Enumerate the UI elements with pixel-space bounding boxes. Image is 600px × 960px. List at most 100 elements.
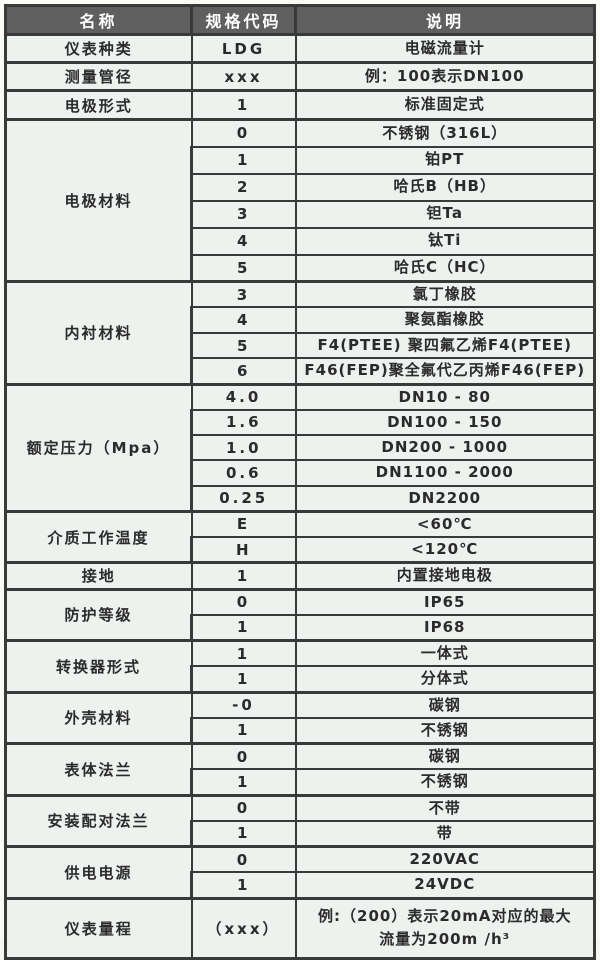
spec-code-cell: 1 xyxy=(190,145,297,175)
spec-desc-cell: 钽Ta xyxy=(294,199,596,229)
spec-code-cell: H xyxy=(190,536,297,564)
spec-name-cell: 表体法兰 xyxy=(4,742,193,796)
spec-code-cell: 1 xyxy=(190,639,297,668)
spec-desc-cell: DN100 - 150 xyxy=(294,408,596,437)
table-row: 5 哈氏C（HC） xyxy=(6,253,596,283)
spec-code-cell: 5 xyxy=(190,331,297,360)
column-header: 规格代码 xyxy=(190,4,297,36)
spec-code-cell: 4.0 xyxy=(190,382,297,411)
spec-code-cell: -0 xyxy=(190,690,297,719)
table-row: 仪表量程 （xxx） 例:（200）表示20mA对应的最大 流量为200m /h³ xyxy=(4,896,596,960)
table-row: 1 IP68 xyxy=(6,613,596,642)
spec-desc-cell: 氯丁橡胶 xyxy=(294,280,596,309)
spec-code-cell: （xxx） xyxy=(190,896,297,960)
spec-desc-cell: 例：100表示DN100 xyxy=(294,61,596,92)
table-row: 额定压力（Mpa） 4.0 DN10 - 80 xyxy=(4,382,596,513)
spec-desc-cell: 不带 xyxy=(294,793,596,822)
spec-desc-cell: 分体式 xyxy=(294,665,596,693)
spec-code-cell: 1 xyxy=(190,613,297,642)
table-row: 防护等级 0 IP65 xyxy=(4,587,596,642)
table-row: 1 铂PT xyxy=(6,145,596,175)
spec-code-cell: 0 xyxy=(190,118,297,148)
table-row: 介质工作温度 E <60℃ xyxy=(4,509,596,564)
spec-code-cell: 1 xyxy=(190,716,297,745)
spec-code-cell: 0 xyxy=(190,845,297,874)
spec-code-cell: 0 xyxy=(190,793,297,822)
spec-code-cell: E xyxy=(190,509,297,538)
table-row: 外壳材料 -0 碳钢 xyxy=(4,690,596,745)
spec-desc-cell: F4(PTEE) 聚四氟乙烯F4(PTEE) xyxy=(294,331,596,360)
spec-code-cell: 6 xyxy=(190,357,297,385)
spec-code-cell: 0.6 xyxy=(190,459,297,487)
table-row: 接地 1 内置接地电极 xyxy=(4,561,596,591)
spec-desc-cell: 标准固定式 xyxy=(294,89,596,121)
spec-code-cell: 1.0 xyxy=(190,433,297,462)
spec-desc-cell: 铂PT xyxy=(294,145,596,175)
spec-desc-cell: 一体式 xyxy=(294,639,596,668)
spec-code-cell: 1 xyxy=(190,819,297,848)
spec-name-cell: 内衬材料 xyxy=(4,280,193,385)
spec-desc-cell: <120℃ xyxy=(294,536,596,564)
spec-desc-cell: 24VDC xyxy=(294,871,596,899)
spec-desc-cell: DN2200 xyxy=(294,484,596,513)
spec-code-cell: xxx xyxy=(190,61,297,92)
spec-code-cell: 3 xyxy=(190,280,297,309)
spec-sheet-page: 名称 规格代码 说明 仪表种类 LDG 电磁流量计 测量管径 xxx 例：100表示DN100… xyxy=(4,4,596,960)
table-row: 表体法兰 0 碳钢 xyxy=(4,742,596,796)
table-row: 4 钛Ti xyxy=(6,226,596,256)
table-row: 仪表种类 LDG 电磁流量计 xyxy=(4,33,596,64)
spec-code-cell: 1.6 xyxy=(190,408,297,437)
spec-code-cell: 1 xyxy=(190,665,297,693)
spec-code-cell: 1 xyxy=(190,561,297,591)
spec-code-cell: LDG xyxy=(190,33,297,64)
spec-desc-cell: DN200 - 1000 xyxy=(294,433,596,462)
spec-desc-cell: 钛Ti xyxy=(294,226,596,256)
spec-code-cell: 1 xyxy=(190,768,297,796)
spec-desc-cell: 哈氏B（HB） xyxy=(294,172,596,202)
table-row: 1 分体式 xyxy=(6,665,596,693)
spec-desc-cell: DN10 - 80 xyxy=(294,382,596,411)
table-row: 转换器形式 1 一体式 xyxy=(4,639,596,693)
spec-desc-cell: 不锈钢 xyxy=(294,716,596,745)
table-row: 测量管径 xxx 例：100表示DN100 xyxy=(4,61,596,92)
spec-code-cell: 0 xyxy=(190,742,297,771)
table-row: 1.0 DN200 - 1000 xyxy=(6,433,596,462)
spec-code-cell: 1 xyxy=(190,89,297,121)
spec-desc-cell: F46(FEP)聚全氟代乙丙烯F46(FEP) xyxy=(294,357,596,385)
spec-desc-cell: <60℃ xyxy=(294,509,596,538)
table-row: 供电电源 0 220VAC xyxy=(4,845,596,899)
spec-code-cell: 0.25 xyxy=(190,484,297,513)
spec-name-cell: 测量管径 xyxy=(4,61,193,92)
table-row: 0.6 DN1100 - 2000 xyxy=(6,459,596,487)
spec-desc-cell: DN1100 - 2000 xyxy=(294,459,596,487)
table-row: 电极材料 0 不锈钢（316L） xyxy=(4,118,596,283)
table-row: 1.6 DN100 - 150 xyxy=(6,408,596,437)
spec-name-cell: 仪表量程 xyxy=(4,896,193,960)
spec-code-cell: 2 xyxy=(190,172,297,202)
spec-desc-cell: 带 xyxy=(294,819,596,848)
spec-name-cell: 电极形式 xyxy=(4,89,193,121)
table-row: 电极形式 1 标准固定式 xyxy=(4,89,596,121)
table-row: H <120℃ xyxy=(6,536,596,564)
spec-desc-cell: 聚氨酯橡胶 xyxy=(294,306,596,334)
spec-desc-cell: IP68 xyxy=(294,613,596,642)
spec-name-cell: 转换器形式 xyxy=(4,639,193,693)
spec-name-cell: 接地 xyxy=(4,561,193,591)
spec-name-cell: 防护等级 xyxy=(4,587,193,642)
spec-name-cell: 额定压力（Mpa） xyxy=(4,382,193,513)
spec-code-cell: 0 xyxy=(190,587,297,616)
spec-desc-cell: 哈氏C（HC） xyxy=(294,253,596,283)
table-row: 安装配对法兰 0 不带 xyxy=(4,793,596,848)
spec-name-cell: 安装配对法兰 xyxy=(4,793,193,848)
flowmeter-spec-table: 名称 规格代码 说明 仪表种类 LDG 电磁流量计 测量管径 xxx 例：100表示DN100… xyxy=(4,4,596,960)
table-row: 3 钽Ta xyxy=(6,199,596,229)
header-row: 名称 规格代码 说明 xyxy=(4,4,596,36)
spec-name-cell: 外壳材料 xyxy=(4,690,193,745)
table-row: 1 不锈钢 xyxy=(6,716,596,745)
spec-desc-cell: 220VAC xyxy=(294,845,596,874)
spec-desc-cell: 不锈钢 xyxy=(294,768,596,796)
spec-code-cell: 5 xyxy=(190,253,297,283)
column-header: 说明 xyxy=(294,4,596,36)
table-row: 6 F46(FEP)聚全氟代乙丙烯F46(FEP) xyxy=(6,357,596,385)
